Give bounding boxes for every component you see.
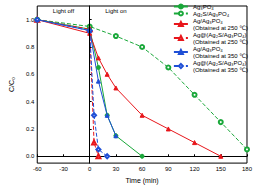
svg-text:Ag₂S/Ag₃PO₄: Ag₂S/Ag₃PO₄ xyxy=(193,11,230,17)
svg-text:0.8: 0.8 xyxy=(26,44,35,50)
svg-text:0.2: 0.2 xyxy=(26,126,35,132)
svg-text:0.0: 0.0 xyxy=(26,153,35,159)
svg-text:(Obtained at 350 ℃): (Obtained at 350 ℃) xyxy=(193,67,248,73)
svg-text:90: 90 xyxy=(165,166,172,172)
svg-text:120: 120 xyxy=(190,166,201,172)
svg-text:Ag@(Ag₂S/Ag₃PO₄): Ag@(Ag₂S/Ag₃PO₄) xyxy=(193,32,247,38)
svg-text:Light on: Light on xyxy=(105,8,126,14)
svg-text:60: 60 xyxy=(139,166,146,172)
svg-text:C/C₀: C/C₀ xyxy=(8,77,15,92)
svg-text:1.0: 1.0 xyxy=(26,17,35,23)
svg-text:(Obtained at 250 ℃): (Obtained at 250 ℃) xyxy=(193,25,248,31)
svg-text:Ag₃PO₄: Ag₃PO₄ xyxy=(193,4,214,10)
svg-text:Ag@(Ag₂S/Ag₃PO₄): Ag@(Ag₂S/Ag₃PO₄) xyxy=(193,60,247,66)
svg-text:0: 0 xyxy=(88,166,92,172)
svg-text:30: 30 xyxy=(113,166,120,172)
svg-text:Time (min): Time (min) xyxy=(126,177,159,185)
svg-text:(Obtained at 350 ℃): (Obtained at 350 ℃) xyxy=(193,53,248,59)
svg-text:0.6: 0.6 xyxy=(26,71,35,77)
svg-text:150: 150 xyxy=(216,166,227,172)
svg-text:0.4: 0.4 xyxy=(26,99,35,105)
svg-text:-60: -60 xyxy=(33,166,42,172)
svg-text:-30: -30 xyxy=(59,166,68,172)
svg-text:Ag/Ag₃PO₄: Ag/Ag₃PO₄ xyxy=(193,46,223,52)
svg-text:(Obtained at 250 ℃): (Obtained at 250 ℃) xyxy=(193,39,248,45)
svg-text:Light off: Light off xyxy=(53,8,75,14)
svg-text:180: 180 xyxy=(242,166,253,172)
svg-text:Ag/Ag₃PO₄: Ag/Ag₃PO₄ xyxy=(193,18,223,24)
